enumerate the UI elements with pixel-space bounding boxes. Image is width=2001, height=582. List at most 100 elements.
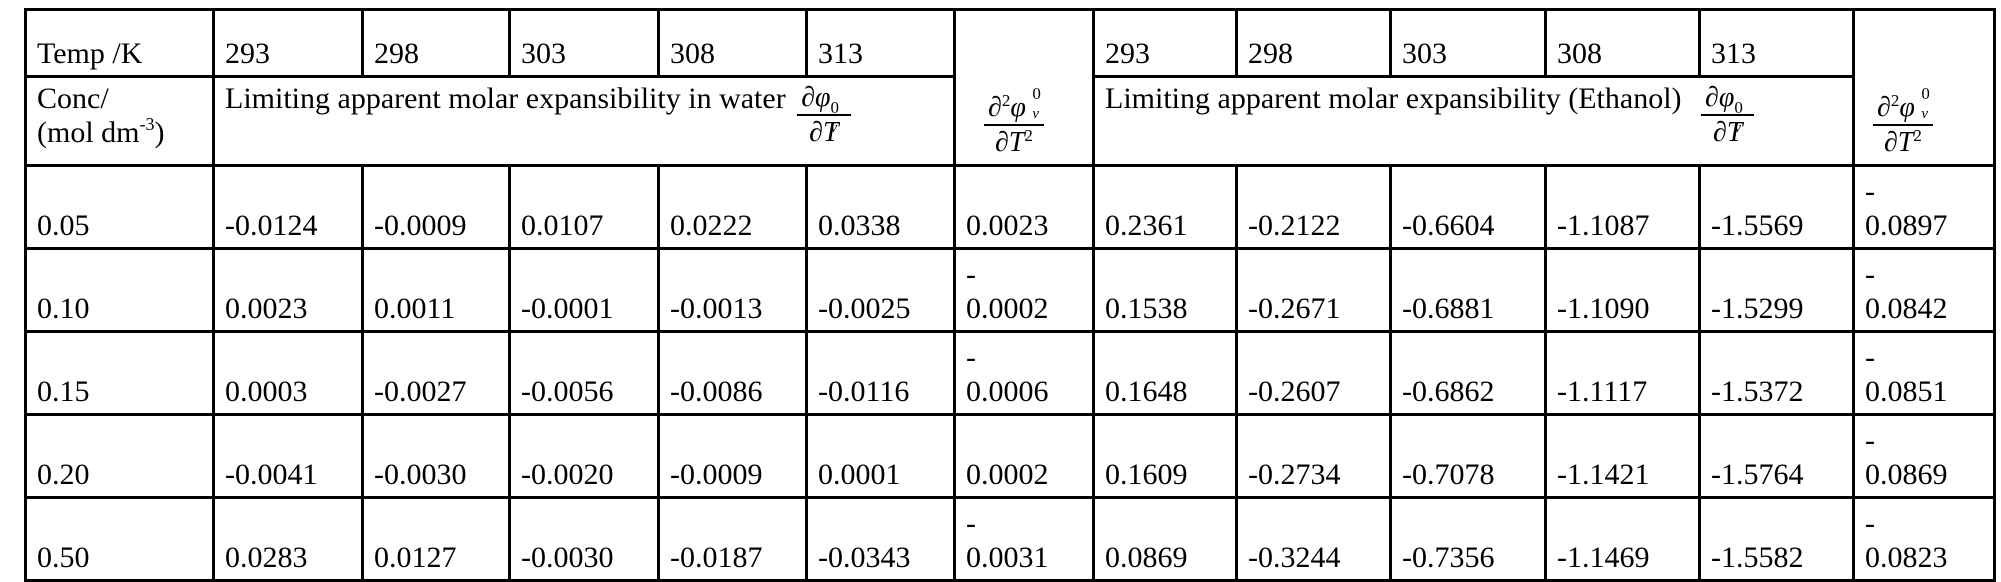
- water-d2-cell: -0.0031: [953, 496, 1095, 582]
- water-d2-cell: -0.0002: [953, 247, 1095, 333]
- water-cell: 0.0222: [657, 164, 808, 250]
- ethanol-cell: -1.1421: [1544, 413, 1701, 499]
- water-cell: -0.0013: [657, 247, 808, 333]
- ethanol-cell: -1.5764: [1698, 413, 1855, 499]
- water-cell: -0.0116: [805, 330, 956, 416]
- ethanol-cell: -0.7078: [1389, 413, 1547, 499]
- ethanol-cell: -0.3244: [1235, 496, 1392, 582]
- ethanol-d2-cell: -0.0897: [1852, 164, 1996, 250]
- ethanol-cell: -0.7356: [1389, 496, 1547, 582]
- ethanol-cell: -1.1469: [1544, 496, 1701, 582]
- table-row: 0.50 0.0283 0.0127 -0.0030 -0.0187 -0.03…: [24, 496, 1996, 582]
- ethanol-d2-cell: -0.0869: [1852, 413, 1996, 499]
- water-cell: -0.0030: [361, 413, 511, 499]
- value-magnitude: 0.0842: [1865, 292, 1948, 325]
- water-cell: -0.0124: [212, 164, 364, 250]
- ethanol-cell: -1.1117: [1544, 330, 1701, 416]
- ethanol-cell: -1.5569: [1698, 164, 1855, 250]
- ethanol-cell: -0.2607: [1235, 330, 1392, 416]
- water-cell: 0.0001: [805, 413, 956, 499]
- ethanol-cell: 0.0869: [1092, 496, 1238, 582]
- minus-sign: -: [1865, 258, 1875, 291]
- water-cell: -0.0086: [657, 330, 808, 416]
- ethanol-temp-303: 303: [1389, 8, 1547, 78]
- conc-cell: 0.50: [24, 496, 215, 582]
- second-derivative-formula: ∂2φ 0 v ∂T2: [984, 85, 1044, 160]
- water-cell: -0.0030: [508, 496, 660, 582]
- ethanol-cell: -0.2122: [1235, 164, 1392, 250]
- ethanol-temp-313: 313: [1698, 8, 1855, 78]
- water-cell: 0.0003: [212, 330, 364, 416]
- water-cell: 0.0338: [805, 164, 956, 250]
- water-temp-293: 293: [212, 8, 364, 78]
- water-cell: 0.0107: [508, 164, 660, 250]
- water-expansibility-header: Limiting apparent molar expansibility in…: [212, 75, 956, 167]
- water-cell: 0.0283: [212, 496, 364, 582]
- second-derivative-formula: ∂2φ 0 v ∂T2: [1873, 85, 1933, 160]
- water-second-derivative-header: ∂2φ 0 v ∂T2: [953, 8, 1095, 167]
- ethanol-cell: -0.6604: [1389, 164, 1547, 250]
- ethanol-cell: -1.5372: [1698, 330, 1855, 416]
- water-cell: -0.0027: [361, 330, 511, 416]
- minus-sign: -: [1865, 507, 1875, 540]
- table-row: 0.05 -0.0124 -0.0009 0.0107 0.0222 0.033…: [24, 164, 1996, 250]
- ethanol-span-text: Limiting apparent molar expansibility (E…: [1105, 82, 1682, 115]
- minus-sign: -: [966, 258, 976, 291]
- value-magnitude: 0.0897: [1865, 209, 1948, 242]
- ethanol-d2-cell: -0.0842: [1852, 247, 1996, 333]
- ethanol-second-derivative-header: ∂2φ 0 v ∂T2: [1852, 8, 1996, 167]
- water-cell: -0.0009: [657, 413, 808, 499]
- ethanol-cell: 0.1648: [1092, 330, 1238, 416]
- ethanol-expansibility-header: Limiting apparent molar expansibility (E…: [1092, 75, 1855, 167]
- water-temp-308: 308: [657, 8, 808, 78]
- minus-sign: -: [1865, 424, 1875, 457]
- water-cell: -0.0001: [508, 247, 660, 333]
- value-magnitude: 0.0002: [966, 292, 1049, 325]
- expansibility-table: Temp /K 293 298 303 308 313 ∂2φ 0 v ∂T2 29…: [24, 8, 1996, 582]
- ethanol-cell: 0.2361: [1092, 164, 1238, 250]
- ethanol-cell: -1.5299: [1698, 247, 1855, 333]
- ethanol-temp-293: 293: [1092, 8, 1238, 78]
- minus-sign: -: [966, 507, 976, 540]
- water-temp-298: 298: [361, 8, 511, 78]
- ethanol-temp-308: 308: [1544, 8, 1701, 78]
- first-derivative-formula: ∂φ 0 v ∂T: [797, 82, 851, 150]
- value-magnitude: 0.0006: [966, 375, 1049, 408]
- ethanol-d2-cell: -0.0823: [1852, 496, 1996, 582]
- water-cell: 0.0023: [212, 247, 364, 333]
- minus-sign: -: [966, 341, 976, 374]
- water-cell: -0.0041: [212, 413, 364, 499]
- minus-sign: -: [1865, 175, 1875, 208]
- water-cell: -0.0025: [805, 247, 956, 333]
- water-cell: -0.0020: [508, 413, 660, 499]
- ethanol-cell: -1.1090: [1544, 247, 1701, 333]
- water-temp-313: 313: [805, 8, 956, 78]
- conc-cell: 0.05: [24, 164, 215, 250]
- water-cell: 0.0127: [361, 496, 511, 582]
- table-row: 0.10 0.0023 0.0011 -0.0001 -0.0013 -0.00…: [24, 247, 1996, 333]
- ethanol-cell: 0.1609: [1092, 413, 1238, 499]
- ethanol-cell: -1.5582: [1698, 496, 1855, 582]
- ethanol-cell: 0.1538: [1092, 247, 1238, 333]
- ethanol-d2-cell: -0.0851: [1852, 330, 1996, 416]
- conc-label: Conc/ (mol dm-3): [24, 75, 215, 167]
- ethanol-cell: -1.1087: [1544, 164, 1701, 250]
- table-row: 0.20 -0.0041 -0.0030 -0.0020 -0.0009 0.0…: [24, 413, 1996, 499]
- ethanol-cell: -0.6881: [1389, 247, 1547, 333]
- value-magnitude: 0.0823: [1865, 541, 1948, 574]
- water-d2-cell: 0.0023: [953, 164, 1095, 250]
- value-magnitude: 0.0031: [966, 541, 1049, 574]
- conc-cell: 0.15: [24, 330, 215, 416]
- water-temp-303: 303: [508, 8, 660, 78]
- water-span-text: Limiting apparent molar expansibility in…: [225, 82, 786, 115]
- conc-cell: 0.10: [24, 247, 215, 333]
- table-row: 0.15 0.0003 -0.0027 -0.0056 -0.0086 -0.0…: [24, 330, 1996, 416]
- water-cell: -0.0187: [657, 496, 808, 582]
- water-cell: -0.0009: [361, 164, 511, 250]
- conc-cell: 0.20: [24, 413, 215, 499]
- water-cell: -0.0056: [508, 330, 660, 416]
- minus-sign: -: [1865, 341, 1875, 374]
- value-magnitude: 0.0851: [1865, 375, 1948, 408]
- first-derivative-formula: ∂φ 0 v ∂T: [1701, 82, 1755, 150]
- ethanol-cell: -0.6862: [1389, 330, 1547, 416]
